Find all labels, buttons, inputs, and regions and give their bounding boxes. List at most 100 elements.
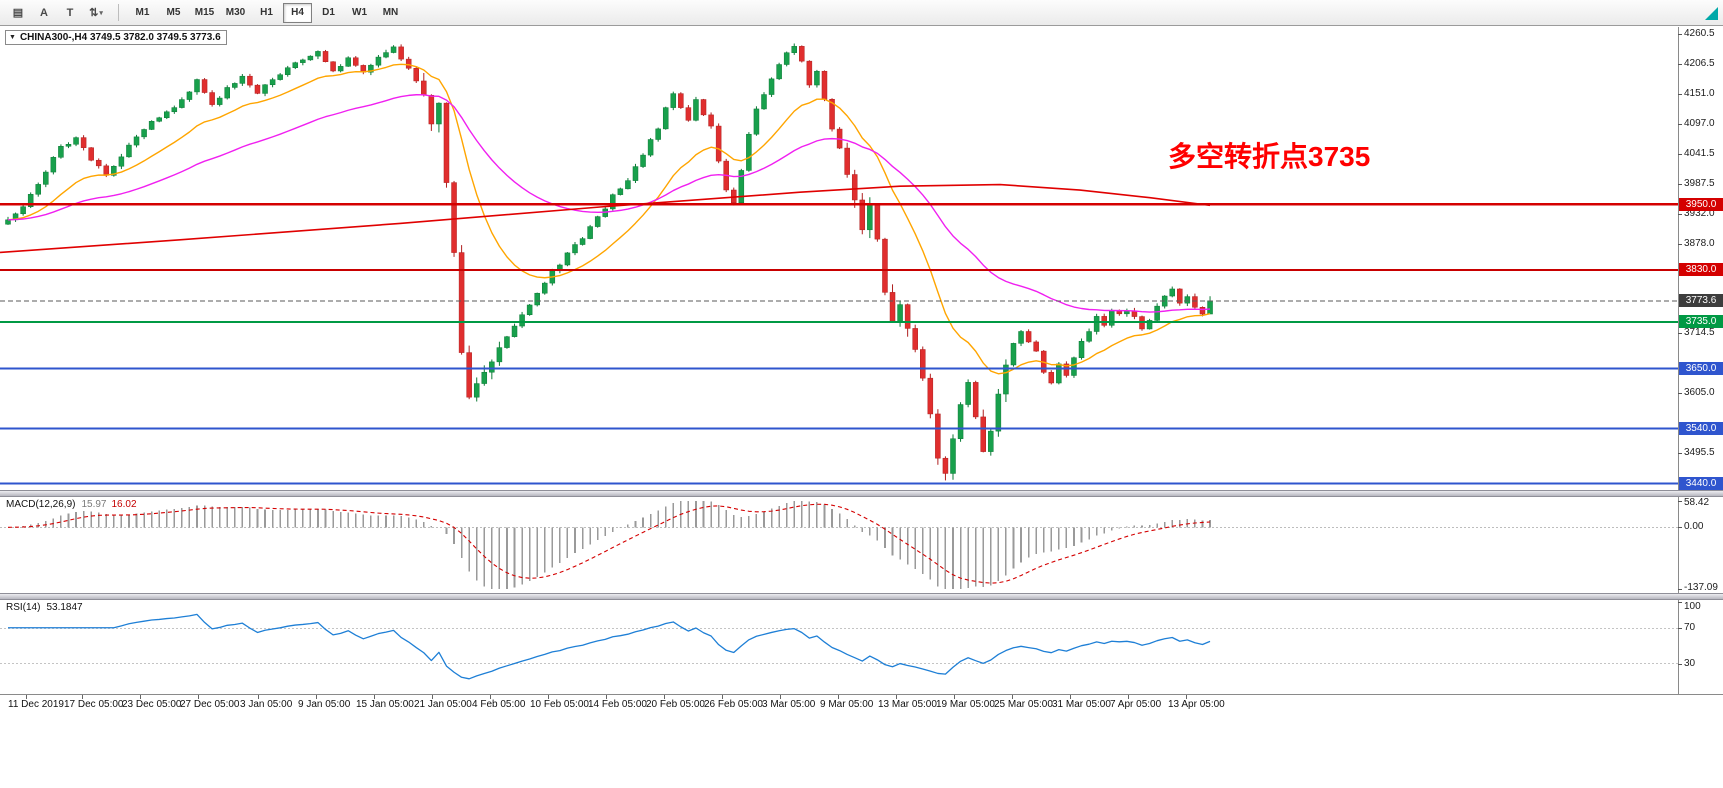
price-level-badge: 3735.0 <box>1679 315 1723 329</box>
price-axis-border <box>1678 27 1679 694</box>
price-axis-tick <box>1678 34 1682 36</box>
macd-axis-tick <box>1678 589 1682 590</box>
timeframe-H1-button[interactable]: H1 <box>260 7 273 18</box>
rsi-axis-label: 70 <box>1684 622 1696 634</box>
cursor-a-tool-icon: A <box>40 6 48 19</box>
time-axis-tick <box>722 695 723 699</box>
text-tool-button[interactable]: T <box>57 2 83 23</box>
price-axis-label: 3932.0 <box>1684 208 1715 220</box>
time-axis-tick <box>838 695 839 699</box>
timeframe-MN-button[interactable]: MN <box>382 7 399 18</box>
time-axis-tick <box>896 695 897 699</box>
scale-arrows-tool-button[interactable]: ⇅ ▾ <box>83 2 109 23</box>
time-axis-label: 25 Mar 05:00 <box>994 699 1053 710</box>
rsi-label: RSI(14) <box>6 602 41 613</box>
rsi-axis-tick <box>1678 628 1682 630</box>
time-axis-tick <box>1128 695 1129 699</box>
time-axis-label: 4 Feb 05:00 <box>472 699 526 710</box>
candles-layer <box>5 43 1213 481</box>
text-tool-icon: T <box>66 6 74 19</box>
timeframe-D1-button[interactable]: D1 <box>322 7 335 18</box>
macd-axis-label: 58.42 <box>1684 497 1710 508</box>
time-axis[interactable] <box>0 694 1723 721</box>
timeframe-M15-button[interactable]: M15 <box>194 7 215 18</box>
time-axis-label: 9 Mar 05:00 <box>820 699 874 710</box>
time-axis-tick <box>198 695 199 699</box>
rsi-label-row: RSI(14) 53.1847 <box>6 602 83 613</box>
price-axis-tick <box>1678 183 1682 185</box>
ma-mid-line <box>7 94 1211 313</box>
rsi-axis-tick <box>1678 663 1682 665</box>
timeframe-M30-button[interactable]: M30 <box>225 7 246 18</box>
time-axis-label: 15 Jan 05:00 <box>356 699 414 710</box>
windows-grid-icon: ▤ <box>12 7 24 19</box>
panel-resize-divider-rsi[interactable] <box>0 593 1723 600</box>
toolbar-separator <box>118 4 119 21</box>
price-axis-label: 4041.5 <box>1684 148 1715 160</box>
rsi-value: 53.1847 <box>46 602 83 613</box>
panel-resize-divider-macd[interactable] <box>0 490 1723 497</box>
macd-label: MACD(12,26,9) <box>6 499 76 510</box>
price-axis-label: 4206.5 <box>1684 57 1715 69</box>
time-axis-tick <box>432 695 433 699</box>
time-axis-label: 9 Jan 05:00 <box>298 699 351 710</box>
windows-grid-button[interactable]: ▤ <box>5 2 31 23</box>
time-axis-tick <box>490 695 491 699</box>
timeframe-M5-button[interactable]: M5 <box>166 7 181 18</box>
price-axis-label: 3987.5 <box>1684 177 1715 189</box>
time-axis-tick <box>140 695 141 699</box>
horizontal-level-lines[interactable] <box>0 203 1678 485</box>
time-axis-tick <box>780 695 781 699</box>
price-level-badge: 3830.0 <box>1679 263 1723 277</box>
time-axis-tick <box>82 695 83 699</box>
price-axis-label: 4097.0 <box>1684 117 1715 129</box>
macd-axis-label: 0.00 <box>1684 521 1704 533</box>
symbol-dropdown-icon[interactable]: ▼ <box>9 34 16 41</box>
time-axis-label: 21 Jan 05:00 <box>414 699 472 710</box>
time-axis-label: 11 Dec 2019 <box>8 699 64 710</box>
time-axis-label: 10 Feb 05:00 <box>530 699 589 710</box>
time-axis-label: 27 Dec 05:00 <box>180 699 240 710</box>
toolbar: ▤ A T ⇅ ▾ M1 M5 M15 M30 H1 H4 D1 W1 MN <box>0 0 1723 26</box>
dropdown-caret-icon: ▾ <box>99 9 103 17</box>
chart-shift-marker-icon[interactable] <box>1705 7 1718 20</box>
rsi-axis-tick <box>1678 602 1682 603</box>
time-axis-tick <box>1070 695 1071 699</box>
price-axis-tick <box>1678 214 1682 216</box>
scale-arrows-tool-icon: ⇅ <box>89 7 99 19</box>
price-axis-label: 3495.5 <box>1684 447 1715 459</box>
rsi-level-lines <box>0 627 1678 665</box>
symbol-info-box[interactable]: ▼ CHINA300-,H4 3749.5 3782.0 3749.5 3773… <box>5 30 227 45</box>
macd-axis-tick <box>1678 501 1682 502</box>
time-axis-label: 31 Mar 05:00 <box>1052 699 1111 710</box>
macd-axis-tick <box>1678 527 1682 529</box>
price-axis-label: 4260.5 <box>1684 28 1715 40</box>
rsi-axis-label: 30 <box>1684 657 1696 669</box>
time-axis-tick <box>664 695 665 699</box>
chart-annotation-text[interactable]: 多空转折点3735 <box>1168 141 1371 172</box>
time-axis-label: 3 Mar 05:00 <box>762 699 816 710</box>
timeframe-buttons: M1 M5 M15 M30 H1 H4 D1 W1 MN <box>128 2 405 23</box>
time-axis-tick <box>26 695 27 699</box>
time-axis-tick <box>606 695 607 699</box>
time-axis-label: 20 Feb 05:00 <box>646 699 705 710</box>
ma-fast-line <box>7 63 1211 375</box>
timeframe-H4-button[interactable]: H4 <box>283 2 312 23</box>
macd-axis-label: -137.09 <box>1684 582 1718 593</box>
time-axis-tick <box>548 695 549 699</box>
timeframe-W1-button[interactable]: W1 <box>352 7 367 18</box>
ma-slow-line <box>0 183 1211 254</box>
time-axis-tick <box>258 695 259 699</box>
price-axis-tick <box>1678 63 1682 65</box>
price-level-badge: 3440.0 <box>1679 476 1723 490</box>
cursor-a-tool-button[interactable]: A <box>31 2 57 23</box>
price-axis-label: 3878.0 <box>1684 237 1715 249</box>
macd-value: 15.97 <box>81 499 107 510</box>
time-axis-label: 26 Feb 05:00 <box>704 699 763 710</box>
price-axis-label: 3605.0 <box>1684 387 1715 399</box>
timeframe-M1-button[interactable]: M1 <box>135 7 150 18</box>
price-axis-label: 4151.0 <box>1684 88 1715 100</box>
price-level-badge: 3540.0 <box>1679 422 1723 436</box>
